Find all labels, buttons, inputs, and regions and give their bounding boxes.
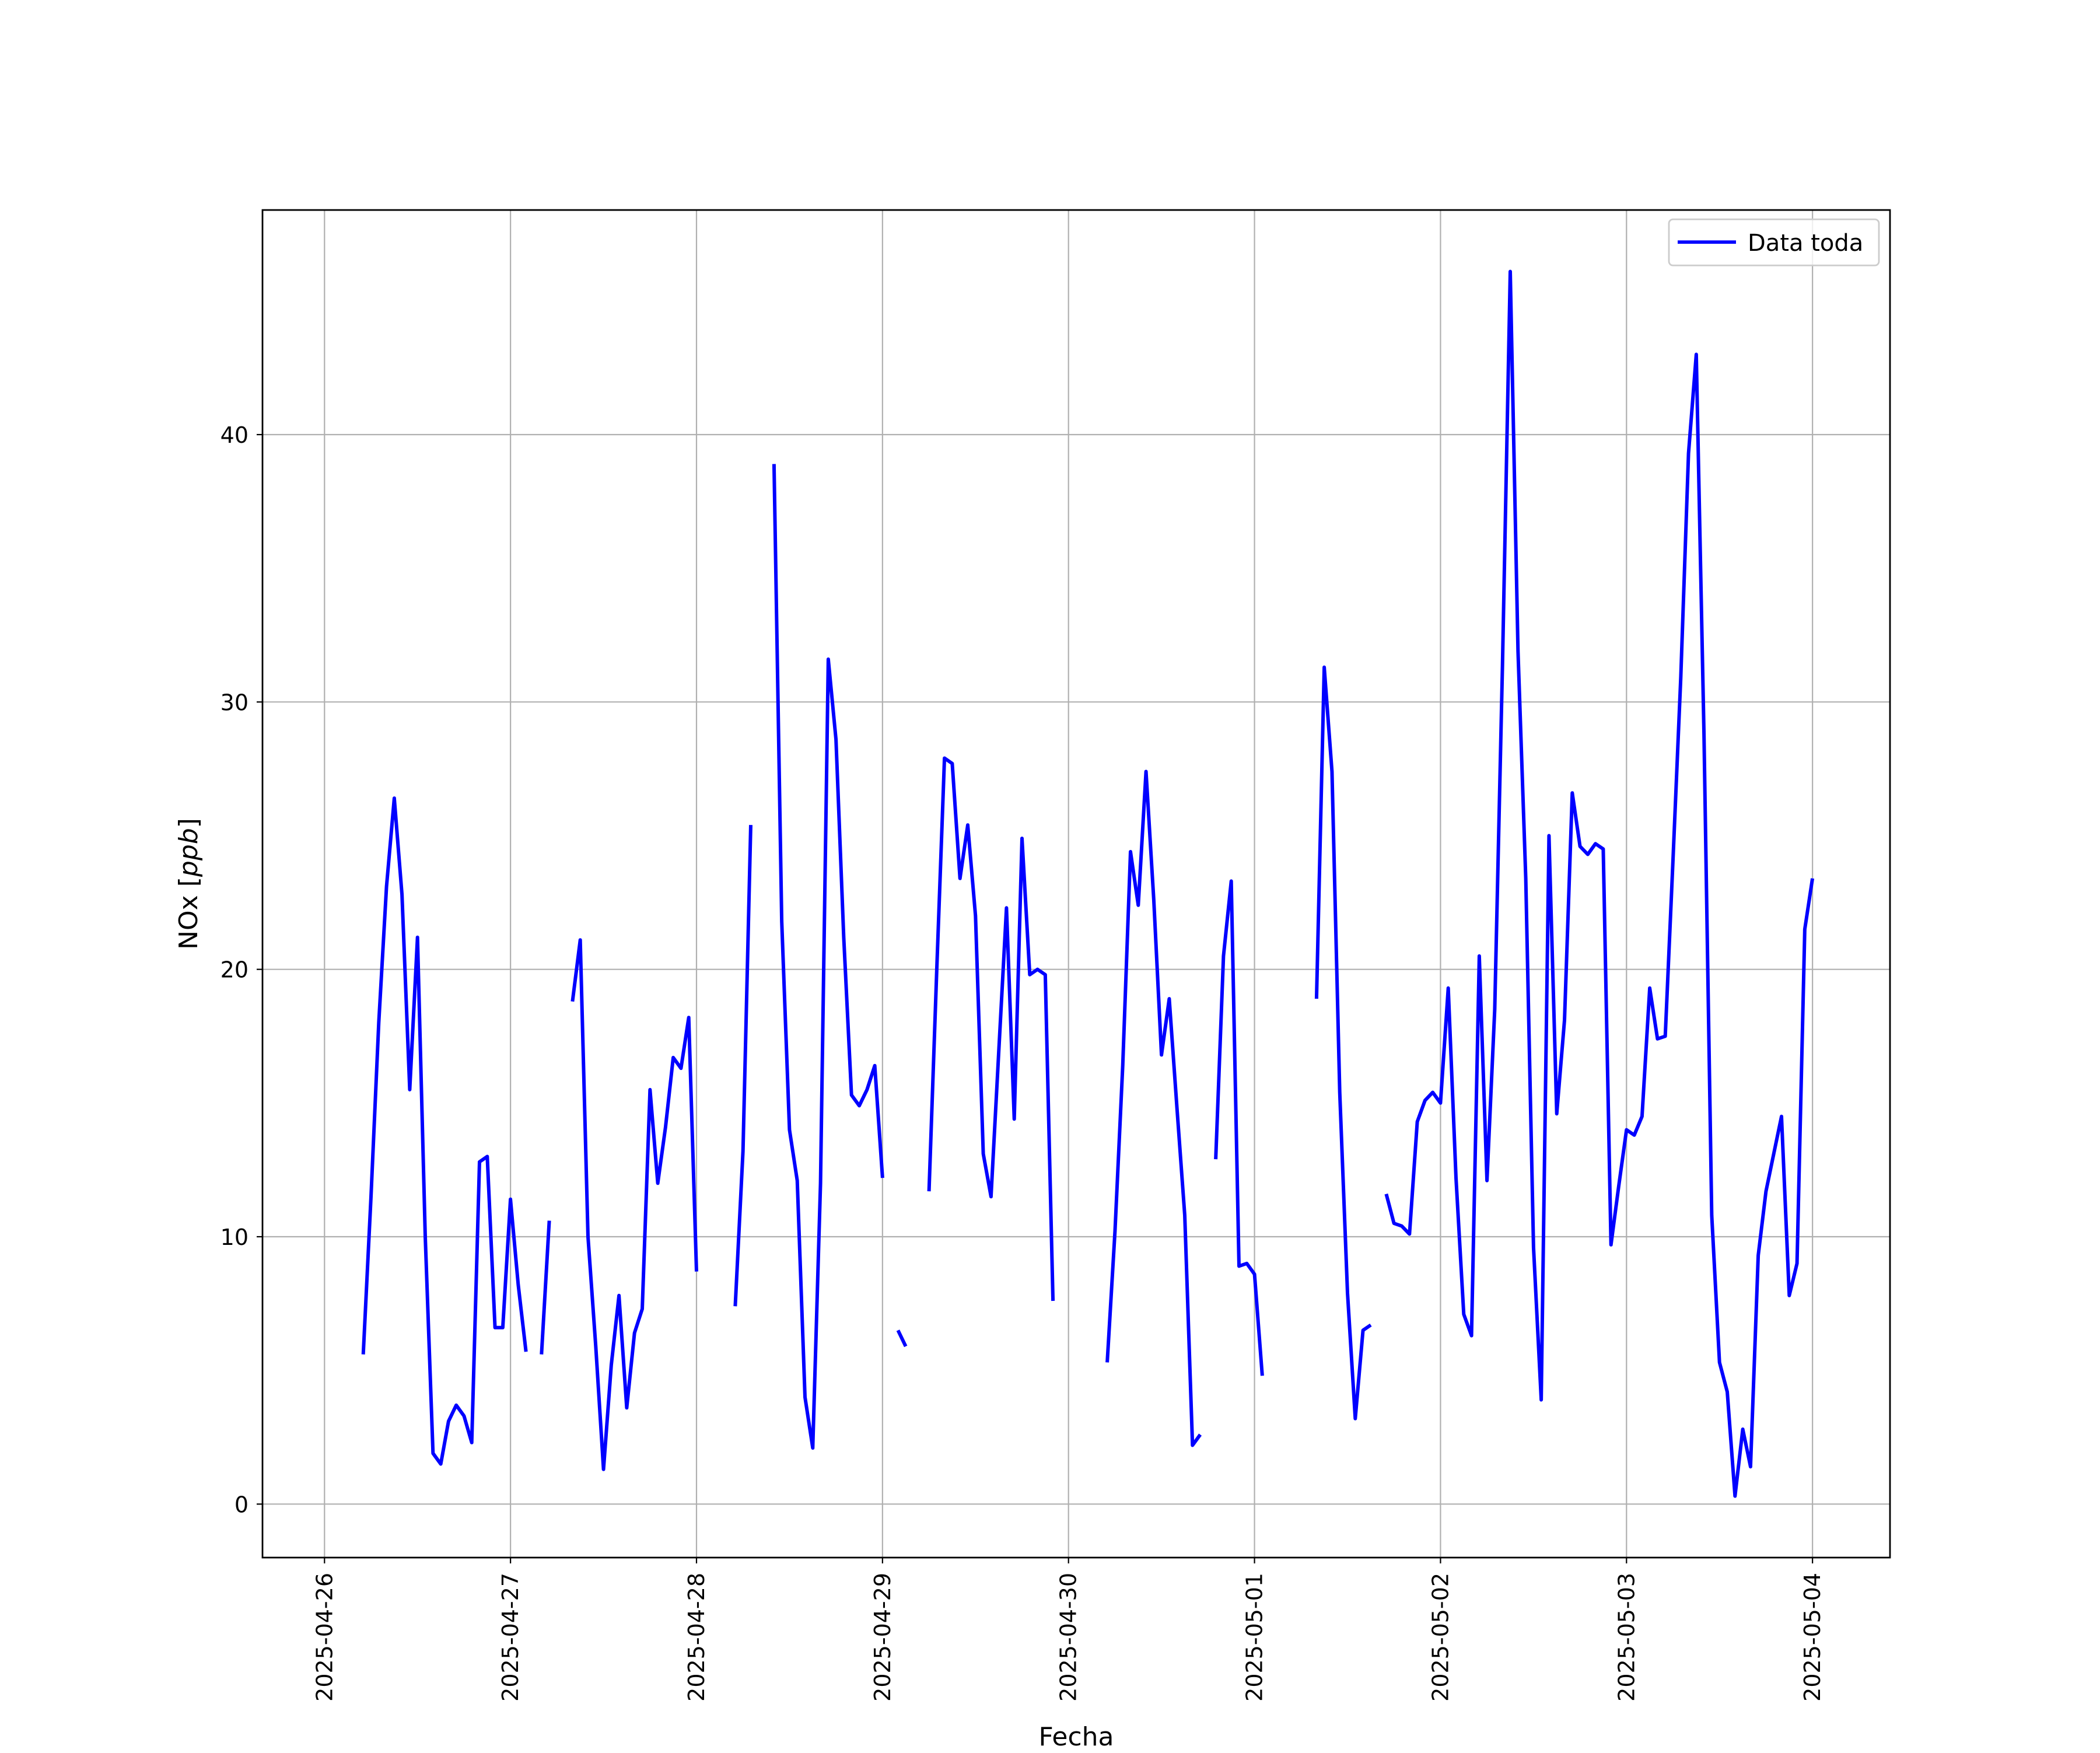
series-line-segment — [772, 464, 884, 1450]
x-tick-label: 2025-04-26 — [312, 1573, 337, 1702]
series-line-segment — [927, 756, 1055, 1301]
y-tick-label: 30 — [220, 690, 249, 715]
series-line-segment — [1214, 879, 1264, 1376]
legend-label-data-toda: Data toda — [1748, 230, 1863, 257]
y-tick-label: 20 — [220, 957, 249, 983]
series-line-segment — [896, 1329, 908, 1348]
series-line-segment — [1314, 665, 1372, 1420]
y-axis-label-unit: ppb — [174, 828, 204, 877]
series-layer — [361, 270, 1815, 1498]
x-axis-label: Fecha — [1038, 1722, 1114, 1750]
y-tick-label: 0 — [235, 1492, 249, 1517]
series-line-segment — [1384, 270, 1815, 1498]
x-tick-label: 2025-04-29 — [870, 1573, 895, 1702]
y-tick-label: 10 — [220, 1224, 249, 1250]
series-line-segment — [540, 1220, 551, 1355]
x-tick-label: 2025-04-28 — [684, 1573, 709, 1702]
x-tick-label: 2025-05-04 — [1800, 1573, 1825, 1702]
x-tick-label: 2025-05-01 — [1242, 1573, 1268, 1702]
series-line-segment — [570, 938, 698, 1471]
series-line-segment — [361, 796, 528, 1466]
y-axis-label-close: ] — [174, 818, 204, 828]
plot-frame — [261, 209, 1891, 1559]
y-axis-label: NOx [ppb] — [174, 818, 204, 950]
x-tick-label: 2025-04-30 — [1056, 1573, 1082, 1702]
x-tick-label: 2025-05-03 — [1614, 1573, 1639, 1702]
legend-frame — [1668, 218, 1880, 267]
x-tick-label: 2025-04-27 — [498, 1573, 523, 1702]
y-tick-label: 40 — [220, 422, 249, 448]
ticks: 0 10 20 30 40 2025-04-26 2025-04-27 2025-04-28 2… — [220, 422, 1826, 1702]
x-tick-label: 2025-05-02 — [1427, 1573, 1453, 1702]
series-line-segment — [733, 825, 752, 1307]
legend: Data toda — [1668, 218, 1880, 267]
y-axis-label-text: NOx [ — [174, 877, 204, 950]
series-line-segment — [1105, 769, 1202, 1447]
